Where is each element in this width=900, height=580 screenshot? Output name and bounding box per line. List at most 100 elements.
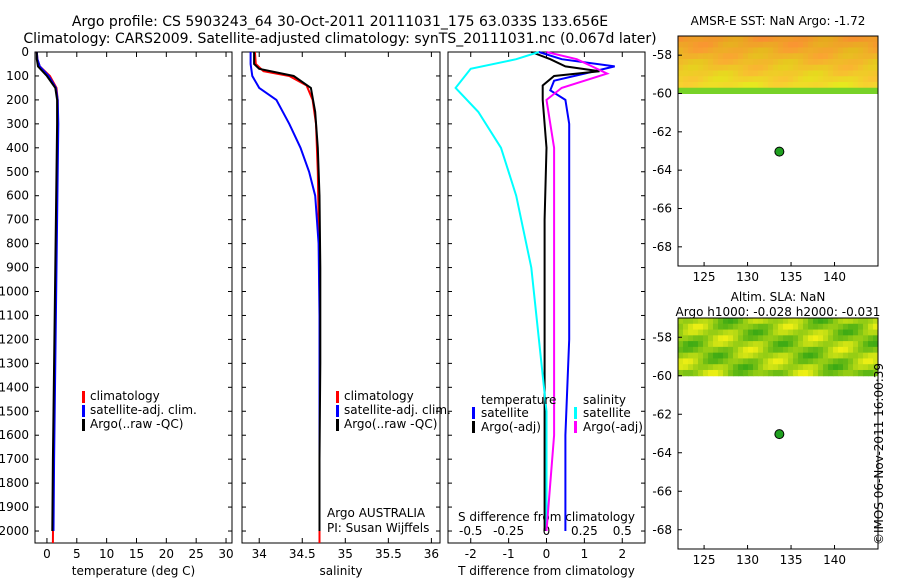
map-cell [818,364,824,371]
map-cell [858,323,864,331]
map-cell [783,364,789,371]
map-cell [688,346,694,354]
map-cell [698,323,704,331]
map-cell [798,341,804,348]
map-cell [783,369,789,377]
series-line [35,52,59,532]
map-cell [783,87,789,94]
map-cell [708,53,714,60]
map-cell [743,64,749,71]
legend-title: salinity [583,393,626,407]
map-cell [698,53,704,60]
map-cell [768,335,774,342]
map-cell [853,87,859,94]
map-cell [713,364,719,371]
map-cell [688,352,694,359]
map-cell [793,36,799,43]
map-cell [848,323,854,331]
map-cell [768,82,774,89]
map-cell [808,329,814,336]
map-cell [868,76,874,83]
map-cell [873,53,879,60]
map-cell [848,346,854,354]
map-cell [678,329,684,336]
map-cell [708,64,714,71]
map-cell [693,369,699,377]
map-cell [843,59,849,66]
map-cell [678,47,684,54]
series-line [545,51,610,532]
map-cell [723,82,729,89]
map-cell [683,64,689,71]
map-cell [848,341,854,348]
map-cell [868,323,874,331]
map-cell [723,87,729,94]
map-cell [818,358,824,365]
map-cell [813,329,819,336]
map-cell [833,70,839,77]
map-cell [683,59,689,66]
y-tick-label: 400 [6,141,29,155]
map-cell [678,364,684,371]
map-cell [713,341,719,348]
map-cell [828,369,834,377]
map-cell [868,64,874,71]
map-cell [848,87,854,94]
map-cell [748,358,754,365]
map-cell [693,41,699,48]
map-cell [788,341,794,348]
map-cell [768,323,774,331]
map-cell [718,76,724,83]
map-cell [868,369,874,377]
map-cell [713,335,719,342]
map-cell [688,64,694,71]
map-cell [693,76,699,83]
map-cell [763,47,769,54]
map-cell [683,70,689,77]
map-cell [813,335,819,342]
map-cell [788,358,794,365]
map-cell [808,41,814,48]
map-cell [728,346,734,354]
map-cell [793,358,799,365]
map-cell [848,64,854,71]
map-cell [843,358,849,365]
map-cell [758,47,764,54]
map-cell [868,70,874,77]
map-cell [773,59,779,66]
map-cell [838,36,844,43]
map-cell [723,335,729,342]
map-cell [743,76,749,83]
map-cell [858,318,864,325]
x-tick-label: 30 [218,547,233,561]
map-cell [848,329,854,336]
map-cell [873,358,879,365]
map-cell [813,70,819,77]
map-cell [793,341,799,348]
map-cell [703,47,709,54]
map-cell [838,369,844,377]
map-cell [758,364,764,371]
map-cell [693,352,699,359]
map-cell [858,82,864,89]
map-cell [713,346,719,354]
map-cell [828,36,834,43]
map-cell [718,329,724,336]
map-cell [708,335,714,342]
map-cell [803,335,809,342]
legend-label: satellite [583,406,631,420]
map-cell [743,335,749,342]
map-cell [678,335,684,342]
map-cell [738,59,744,66]
x-tick-label: 135 [780,270,803,284]
map-cell [858,53,864,60]
map-cell [748,41,754,48]
map-cell [808,352,814,359]
map-cell [773,329,779,336]
map-cell [723,352,729,359]
map-cell [728,341,734,348]
x-tick-label: 0 [543,547,551,561]
map-cell [818,70,824,77]
map-cell [768,364,774,371]
map-cell [783,64,789,71]
